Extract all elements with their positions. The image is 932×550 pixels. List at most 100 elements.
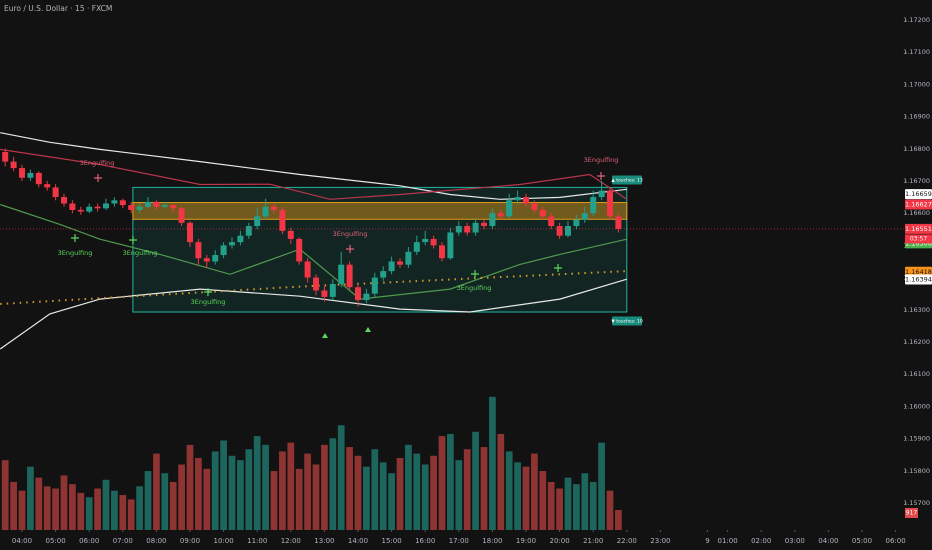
x-tick-label: 03:00 [785,537,805,545]
candle-body [405,251,412,265]
candle-body [522,197,529,204]
volume-label: 917 [906,509,918,516]
x-tick-label: 05:00 [46,537,66,545]
candle-body [439,245,446,259]
price-label: 1.16551 [905,225,932,233]
x-tick-label: 16:00 [415,537,435,545]
candles [2,148,622,307]
candle-body [480,222,487,227]
x-tick-label: 04:00 [818,537,838,545]
candle-body [187,222,194,243]
candle-body [346,264,353,288]
volume-bar [480,447,488,530]
candle-body [464,226,471,233]
candle-body [447,232,454,259]
candle-body [279,209,286,231]
volume-label-box [905,507,918,518]
candle-body [598,190,605,198]
candle-body [271,206,278,210]
x-tick-label: 14:00 [348,537,368,545]
price-label-box [905,199,932,210]
volume-bar [94,488,101,530]
volume-bar [329,438,337,530]
price-label: 1.16394 [905,275,932,283]
candle-body [581,213,588,220]
volume-bar [195,457,202,530]
candle-body [170,205,177,209]
volume-bar [144,471,152,530]
candle-body [615,216,622,229]
annotation: 3Engulfing [333,230,368,238]
volume-bar [136,486,143,530]
volume-bar [489,396,496,530]
touch-tag: ▼ touches: 10 [611,319,643,325]
volume-bar [1,460,9,530]
cross-mark [597,172,605,180]
volume-bar [85,497,93,530]
volume-bar [178,464,185,530]
candle-body [548,216,555,227]
candle-body [203,258,210,262]
candle-body [388,261,395,272]
x-tick-label: 21:00 [583,537,603,545]
volume-bar [497,433,505,530]
x-tick-label: 11:00 [247,537,267,545]
y-tick-label: 1.16800 [903,145,930,153]
volume-bar [52,488,59,530]
candle-body [237,235,244,243]
volume-bar [69,484,76,530]
candle-body [573,219,580,227]
volume-bar [119,495,127,530]
y-tick-label: 1.16300 [903,306,930,314]
x-tick-label: 15:00 [382,537,402,545]
price-label: 1.16627 [905,200,932,208]
volume-bar [564,477,572,530]
volume-bar [598,442,605,530]
touch-tag: ▲ touches: 13 [611,178,643,184]
candle-body [371,277,378,294]
volume-bar [547,481,555,530]
cross-mark [471,270,479,278]
candle-body [321,290,328,297]
x-tick-label: 04:00 [12,537,32,545]
candle-body [103,203,110,209]
touch-tag-box [612,316,642,326]
candle-body [145,201,152,207]
volume-bar [186,444,194,530]
candle-body [363,293,370,301]
y-tick-label: 1.16600 [903,209,930,217]
candle-body [220,245,227,256]
x-tick-label: 02:00 [751,537,771,545]
price-label-box [905,274,932,285]
volume-bar [438,436,446,530]
candle-body [119,200,126,206]
candle-body [329,283,336,297]
volume-bar [270,471,278,530]
candle-body [531,203,538,210]
volume-bar [228,455,236,530]
annotation: 3Engulfing [457,284,492,292]
candle-body [212,255,219,262]
cross-mark [554,264,562,272]
y-tick-label: 1.16100 [903,370,930,378]
volume-bar [161,473,169,530]
price-label-box [905,223,932,234]
x-tick-label: 07:00 [113,537,133,545]
x-tick-label: 10:00 [214,537,234,545]
volume-bar [505,451,513,530]
x-tick-label: 06:00 [885,537,905,545]
volume-bar [102,479,110,530]
y-tick-label: 1.17000 [903,80,930,88]
volume-bar [363,466,370,530]
y-tick-label: 1.15800 [903,467,930,475]
price-label: 1.16418 [905,268,932,276]
volume-bar [430,455,437,530]
candle-body [380,271,387,278]
candle-body [304,261,311,278]
volume-bar [111,490,118,530]
volume-bar [153,453,160,530]
countdown: 03:57 [910,235,927,242]
volume-bar [27,466,34,530]
x-tick-label: 22:00 [617,537,637,545]
